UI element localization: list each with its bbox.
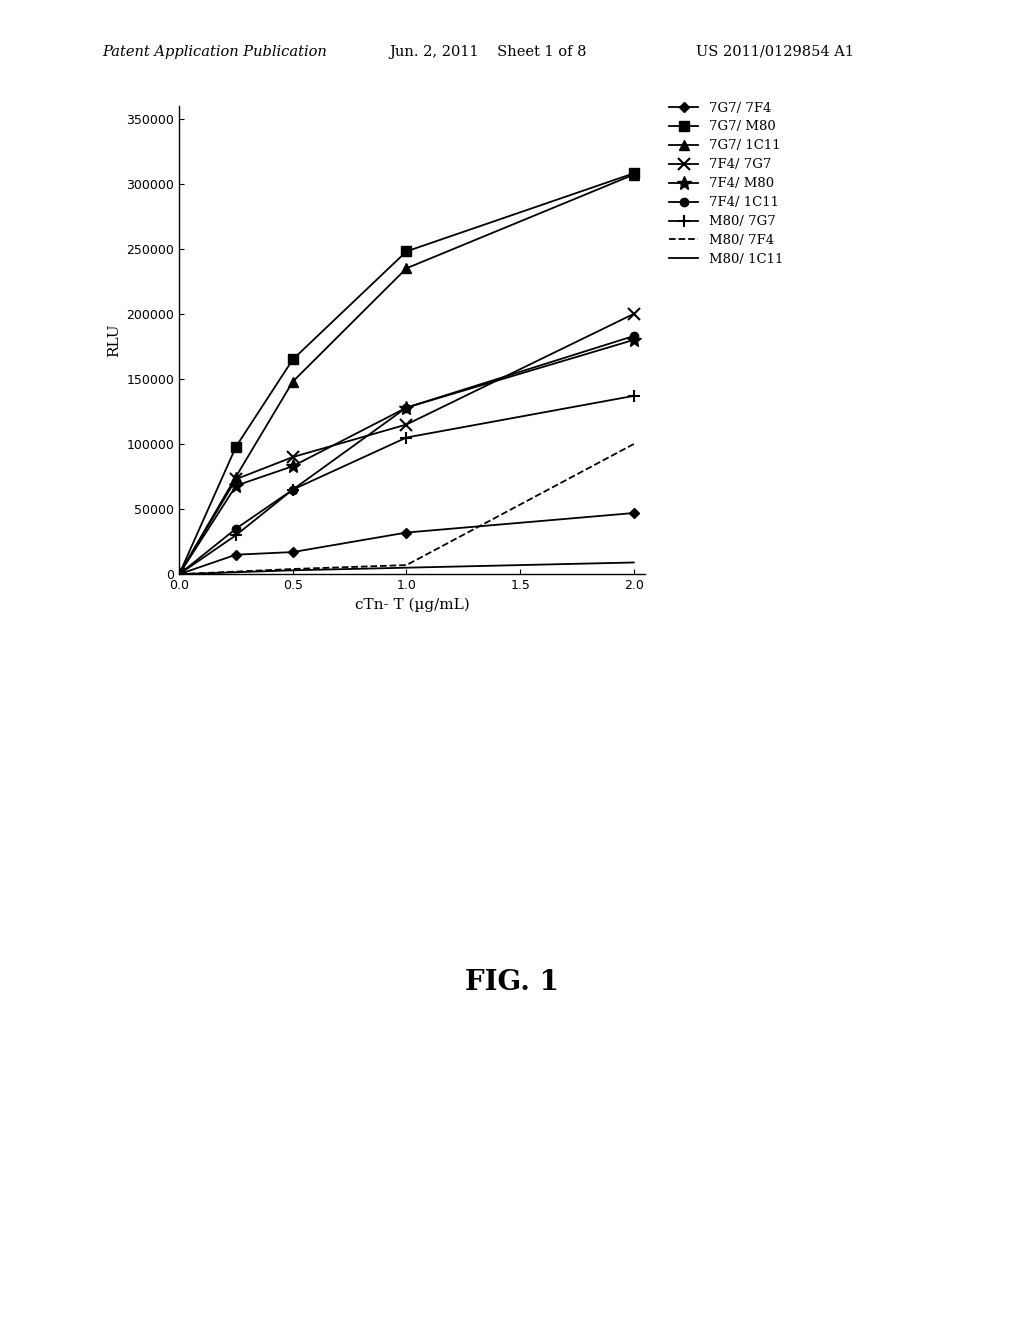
7G7/ M80: [400, 243, 413, 259]
M80/ 7G7: [173, 566, 185, 582]
7G7/ M80: [628, 165, 640, 181]
7G7/ 7F4: [287, 544, 299, 560]
Line: M80/ 1C11: M80/ 1C11: [179, 562, 634, 574]
M80/ 1C11: [229, 565, 242, 581]
M80/ 7G7: [628, 388, 640, 404]
7G7/ 7F4: [173, 566, 185, 582]
7G7/ 1C11: [229, 469, 242, 484]
M80/ 7F4: [628, 436, 640, 451]
Line: 7G7/ M80: 7G7/ M80: [174, 169, 639, 579]
7F4/ M80: [628, 333, 640, 348]
7G7/ 1C11: [628, 166, 640, 182]
Text: Jun. 2, 2011    Sheet 1 of 8: Jun. 2, 2011 Sheet 1 of 8: [389, 45, 587, 59]
X-axis label: cTn- T (µg/mL): cTn- T (µg/mL): [354, 598, 470, 612]
7F4/ 7G7: [400, 417, 413, 433]
7F4/ 7G7: [628, 306, 640, 322]
M80/ 7F4: [400, 557, 413, 573]
Legend: 7G7/ 7F4, 7G7/ M80, 7G7/ 1C11, 7F4/ 7G7, 7F4/ M80, 7F4/ 1C11, M80/ 7G7, M80/ 7F4: 7G7/ 7F4, 7G7/ M80, 7G7/ 1C11, 7F4/ 7G7,…: [664, 96, 788, 272]
Y-axis label: RLU: RLU: [106, 323, 121, 356]
7F4/ 1C11: [287, 482, 299, 498]
7F4/ M80: [173, 566, 185, 582]
M80/ 1C11: [287, 562, 299, 578]
Text: FIG. 1: FIG. 1: [465, 969, 559, 997]
Line: 7G7/ 7F4: 7G7/ 7F4: [176, 510, 637, 578]
Text: Patent Application Publication: Patent Application Publication: [102, 45, 327, 59]
7G7/ 7F4: [628, 506, 640, 521]
7G7/ 7F4: [229, 546, 242, 562]
M80/ 1C11: [173, 566, 185, 582]
7G7/ 1C11: [400, 260, 413, 276]
Line: 7F4/ M80: 7F4/ M80: [172, 333, 641, 581]
M80/ 7G7: [229, 527, 242, 543]
7G7/ 7F4: [400, 524, 413, 540]
7F4/ 7G7: [173, 566, 185, 582]
M80/ 1C11: [400, 560, 413, 576]
7G7/ M80: [173, 566, 185, 582]
Line: 7F4/ 1C11: 7F4/ 1C11: [175, 331, 638, 578]
7F4/ M80: [287, 458, 299, 474]
Line: M80/ 7G7: M80/ 7G7: [173, 389, 640, 581]
M80/ 7G7: [400, 429, 413, 445]
7F4/ 1C11: [173, 566, 185, 582]
M80/ 7F4: [229, 564, 242, 579]
7F4/ 7G7: [287, 449, 299, 465]
7F4/ 1C11: [229, 520, 242, 536]
M80/ 7F4: [287, 561, 299, 577]
M80/ 7G7: [287, 482, 299, 498]
Text: US 2011/0129854 A1: US 2011/0129854 A1: [696, 45, 854, 59]
M80/ 7F4: [173, 566, 185, 582]
7F4/ 7G7: [229, 471, 242, 487]
7F4/ M80: [229, 478, 242, 494]
7G7/ 1C11: [173, 566, 185, 582]
Line: M80/ 7F4: M80/ 7F4: [179, 444, 634, 574]
7G7/ M80: [287, 351, 299, 367]
7G7/ M80: [229, 438, 242, 454]
Line: 7G7/ 1C11: 7G7/ 1C11: [174, 170, 639, 579]
Line: 7F4/ 7G7: 7F4/ 7G7: [174, 309, 639, 579]
7F4/ 1C11: [400, 400, 413, 416]
7F4/ 1C11: [628, 329, 640, 345]
7G7/ 1C11: [287, 374, 299, 389]
7F4/ M80: [400, 400, 413, 416]
M80/ 1C11: [628, 554, 640, 570]
